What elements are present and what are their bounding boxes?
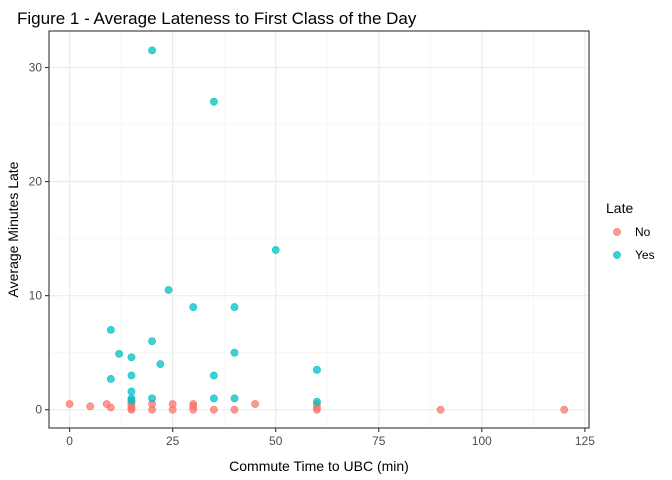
data-point-yes [148, 394, 156, 403]
gridlines [49, 31, 589, 428]
data-point-yes [313, 365, 321, 374]
x-tick-label: 125 [575, 434, 595, 448]
data-point-no [313, 405, 321, 414]
x-axis-title: Commute Time to UBC (min) [229, 458, 409, 474]
legend-title: Late [606, 200, 633, 216]
data-point-yes [156, 360, 165, 369]
data-point-yes [148, 337, 156, 346]
data-point-yes [189, 303, 198, 311]
data-point-yes [230, 394, 239, 403]
data-point-no [251, 400, 260, 408]
data-point-yes [230, 348, 239, 357]
plot-panel [48, 30, 590, 429]
legend-label-yes: Yes [635, 248, 655, 262]
data-point-yes [313, 397, 321, 406]
data-point-no [106, 403, 115, 412]
data-point-yes [271, 246, 280, 254]
data-point-no [230, 405, 239, 414]
data-point-no [148, 405, 156, 414]
chart-title: Figure 1 - Average Lateness to First Cla… [17, 9, 417, 28]
data-point-yes [164, 286, 173, 294]
x-tick-label: 100 [472, 434, 492, 448]
x-tick-label: 75 [372, 434, 386, 448]
x-axis: 0 25 50 75 100 125 [66, 428, 595, 448]
data-point-yes [106, 375, 115, 383]
data-point-yes [115, 349, 123, 358]
data-point-yes [209, 371, 218, 380]
y-tick-label: 0 [35, 403, 42, 417]
data-point-no [168, 405, 177, 414]
data-point-no [65, 400, 74, 408]
data-point-yes [127, 387, 136, 396]
data-point-yes [148, 46, 156, 55]
x-tick-label: 0 [66, 434, 73, 448]
data-point-yes [106, 325, 115, 334]
data-point-no [209, 405, 218, 414]
data-point-yes [127, 371, 136, 380]
y-axis-title: Average Minutes Late [5, 161, 21, 297]
data-point-yes [127, 353, 136, 362]
legend-items: No Yes [613, 225, 655, 262]
legend-label-no: No [635, 225, 651, 239]
data-point-no [560, 405, 569, 414]
legend-key-yes [613, 251, 621, 259]
data-point-no [86, 402, 95, 411]
legend: Late No Yes [606, 200, 655, 262]
y-tick-label: 20 [29, 175, 43, 189]
legend-key-no [613, 228, 621, 236]
y-tick-label: 10 [29, 289, 43, 303]
x-tick-label: 25 [166, 434, 180, 448]
data-point-yes [230, 303, 239, 311]
data-point-yes [127, 396, 136, 405]
data-point-no [127, 405, 136, 414]
data-points [65, 46, 569, 414]
data-point-no [436, 405, 445, 414]
y-axis: 0 10 20 30 [29, 61, 49, 417]
panel-border [48, 30, 590, 429]
y-tick-label: 30 [29, 61, 43, 75]
data-point-yes [209, 97, 218, 106]
data-point-yes [209, 394, 218, 403]
data-point-no [189, 405, 198, 414]
x-tick-label: 50 [269, 434, 283, 448]
